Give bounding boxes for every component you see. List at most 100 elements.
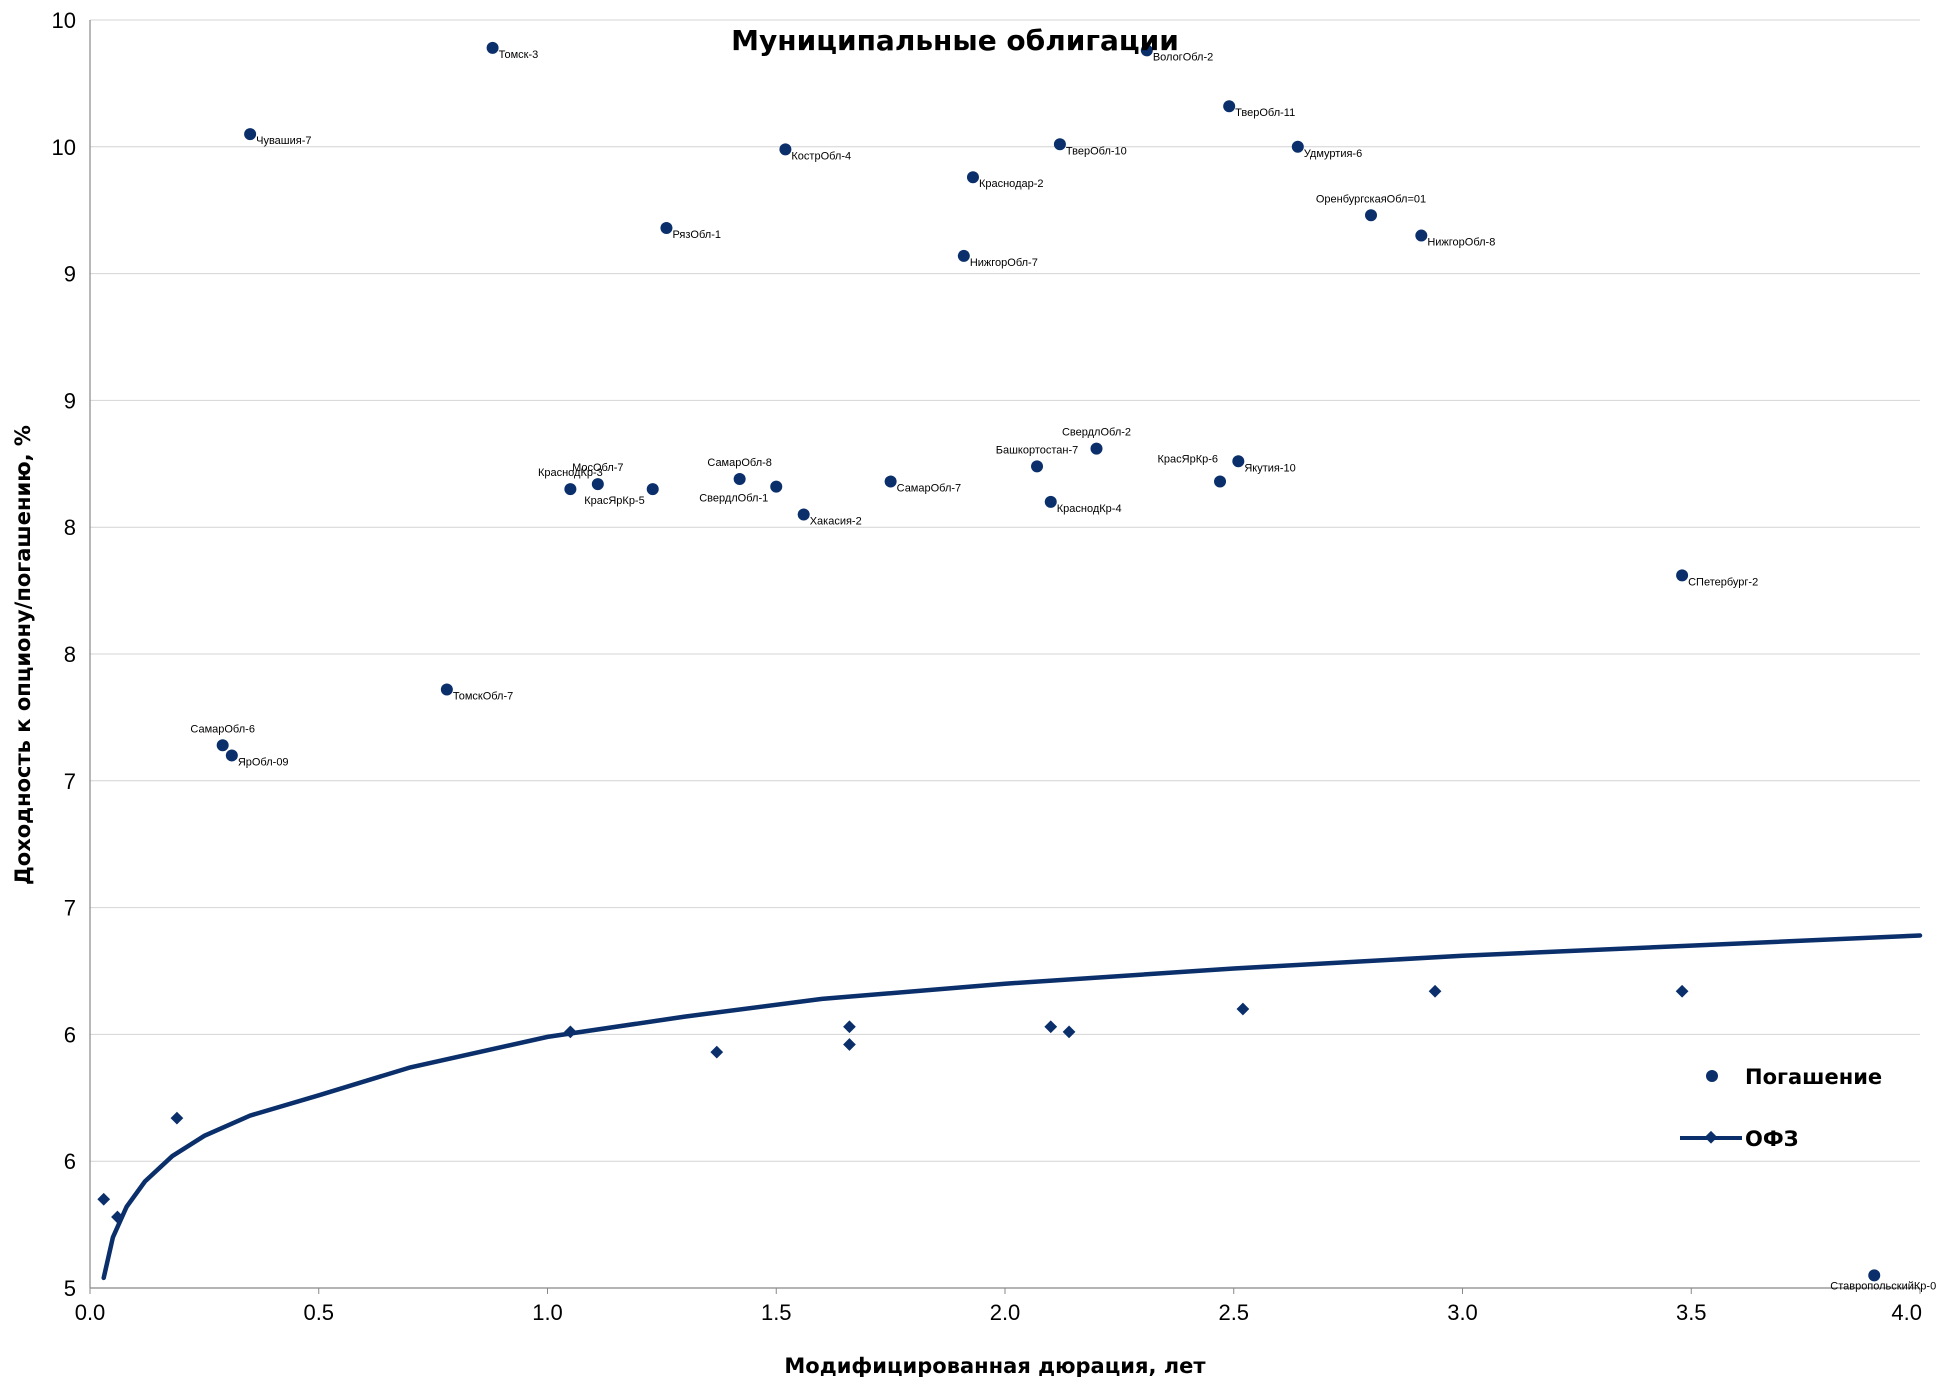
point-label: Якутия-10 <box>1244 462 1295 474</box>
y-tick-label: 9 <box>64 262 76 287</box>
legend-label-ofz: ОФЗ <box>1745 1127 1799 1151</box>
x-tick-label: 0.0 <box>75 1300 106 1325</box>
y-tick-label: 6 <box>64 1149 76 1174</box>
y-tick-label: 8 <box>64 642 76 667</box>
y-axis-title: Доходность к опциону/погашению, % <box>11 425 35 885</box>
y-tick-label: 7 <box>64 769 76 794</box>
legend-label-pogashenie: Погашение <box>1745 1065 1882 1089</box>
ofz-trend-curve <box>101 933 1923 1281</box>
ofz-marker-layer <box>97 984 1689 1224</box>
legend-marker-ofz <box>1704 1130 1718 1144</box>
point-label: СамарОбл-7 <box>897 483 962 495</box>
municipal-bond-point <box>440 683 453 696</box>
municipal-bond-point <box>1031 460 1044 473</box>
point-label: СамарОбл-6 <box>190 723 255 735</box>
y-tick-label: 8 <box>64 515 76 540</box>
municipal-bond-point <box>1676 569 1689 582</box>
municipal-bond-point <box>591 478 604 491</box>
ofz-point <box>97 1192 111 1206</box>
municipal-bond-point <box>797 508 810 521</box>
ofz-point <box>843 1038 856 1051</box>
municipal-bond-point <box>244 128 257 141</box>
ofz-point <box>1044 1020 1058 1034</box>
chart-title: Муниципальные облигации <box>731 24 1179 57</box>
y-tick-label: 7 <box>64 896 76 921</box>
municipal-bond-point <box>884 475 897 488</box>
ofz-curve-layer <box>101 933 1923 1281</box>
ofz-point <box>1062 1025 1076 1039</box>
point-label: ТомскОбл-7 <box>453 691 513 703</box>
point-label: СтавропольскийКр-01 <box>1830 1280 1937 1292</box>
municipal-bond-point <box>1214 475 1227 488</box>
point-label: РязОбл-1 <box>672 229 721 241</box>
x-tick-label: 4.0 <box>1891 1300 1922 1325</box>
point-label: НижгорОбл-8 <box>1427 237 1495 249</box>
point-label: МосОбл-7 <box>572 462 623 474</box>
point-label: Краснодар-2 <box>979 178 1044 190</box>
point-label: НижгорОбл-7 <box>970 257 1038 269</box>
municipal-bond-point <box>1415 229 1428 242</box>
y-axis-ticks: 5 6 6 7 7 8 8 9 9 10 10 <box>52 8 76 1301</box>
municipal-bond-point <box>660 221 673 234</box>
point-label: ТверОбл-10 <box>1066 145 1127 157</box>
ofz-point <box>1236 1002 1250 1016</box>
municipal-bond-point <box>1223 100 1236 113</box>
x-tick-label: 3.5 <box>1676 1300 1707 1325</box>
point-label: СПетербург-2 <box>1688 576 1758 588</box>
legend: Погашение ОФЗ <box>1680 1065 1882 1151</box>
point-label: СвердлОбл-2 <box>1062 427 1131 439</box>
point-label: ЯрОбл-09 <box>238 756 289 768</box>
municipal-bond-point <box>1090 442 1103 455</box>
y-tick-label: 10 <box>52 135 76 160</box>
municipal-bond-point <box>1140 44 1153 57</box>
point-label: Хакасия-2 <box>810 516 862 528</box>
x-tick-label: 1.0 <box>532 1300 563 1325</box>
municipal-bond-point <box>779 143 792 156</box>
ofz-point <box>710 1045 724 1059</box>
municipal-bond-point <box>1053 138 1066 151</box>
municipal-bond-point <box>733 473 746 486</box>
ofz-point <box>170 1111 184 1125</box>
point-label: Башкортостан-7 <box>996 444 1079 456</box>
y-tick-label: 5 <box>64 1276 76 1301</box>
point-label: КраснодКр-4 <box>1057 503 1122 515</box>
municipal-bond-point <box>225 749 238 762</box>
municipal-bond-point <box>216 739 229 752</box>
point-label: Удмуртия-6 <box>1304 148 1362 160</box>
point-label: КрасЯрКр-5 <box>584 495 645 507</box>
ofz-point <box>1428 984 1442 998</box>
point-label: ОренбургскаяОбл=01 <box>1316 193 1426 205</box>
point-label: ТверОбл-11 <box>1235 107 1295 119</box>
municipal-bond-point <box>1868 1269 1881 1282</box>
point-label: ВологОбл-2 <box>1153 51 1213 63</box>
x-tick-label: 3.0 <box>1447 1300 1478 1325</box>
x-tick-label: 2.5 <box>1218 1300 1249 1325</box>
x-tick-label: 1.5 <box>761 1300 792 1325</box>
point-label: КострОбл-4 <box>791 150 851 162</box>
municipal-bond-point <box>564 483 577 496</box>
municipal-bond-point <box>1232 455 1245 468</box>
municipal-bond-point <box>957 249 970 262</box>
municipal-bond-point <box>966 171 979 184</box>
ofz-point <box>843 1020 856 1034</box>
y-tick-label: 9 <box>64 388 76 413</box>
point-label: СвердлОбл-1 <box>699 493 768 505</box>
point-label: СамарОбл-8 <box>707 457 772 469</box>
point-label: Чувашия-7 <box>256 135 311 147</box>
point-label: КрасЯрКр-6 <box>1158 454 1219 466</box>
y-tick-label: 10 <box>52 8 76 33</box>
x-tick-label: 2.0 <box>990 1300 1021 1325</box>
municipal-bond-point <box>646 483 659 496</box>
ofz-point <box>1675 984 1689 998</box>
point-label: Томск-3 <box>499 49 539 61</box>
axes <box>89 20 1921 1294</box>
municipal-bond-point <box>1365 209 1377 222</box>
point-label-layer: Чувашия-7 Томск-3 СамарОбл-6 ЯрОбл-09 ТомскО… <box>190 49 1937 1292</box>
x-axis-ticks: 0.0 0.5 1.0 1.5 2.0 2.5 3.0 3.5 4.0 <box>75 1300 1922 1325</box>
municipal-point-layer <box>216 41 1881 1282</box>
municipal-bond-point <box>1291 140 1304 153</box>
municipal-bond-point <box>486 41 499 54</box>
point-label: КраснодКр-3 <box>538 467 603 479</box>
grid-lines <box>90 19 1920 1162</box>
